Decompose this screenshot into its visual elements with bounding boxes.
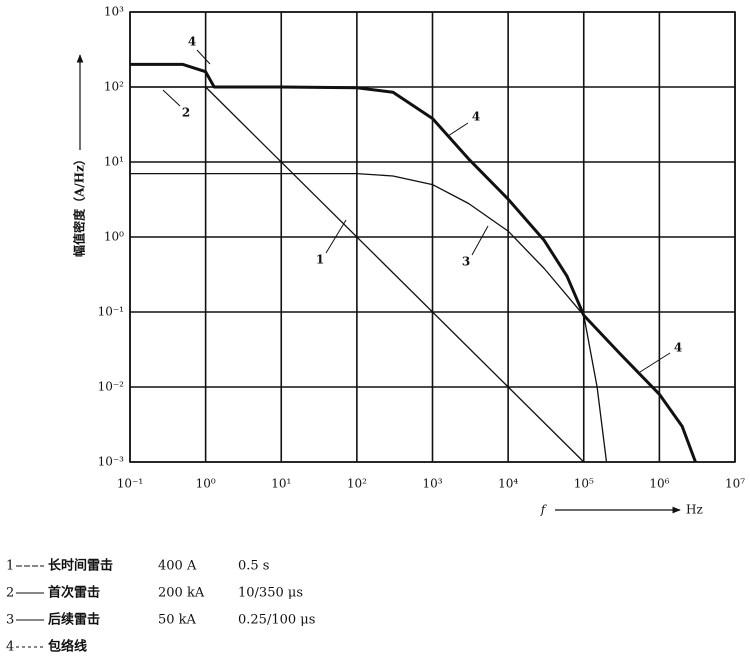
legend-current: 400 A xyxy=(158,559,197,574)
x-tick-label: 10⁶ xyxy=(649,477,669,491)
y-axis-label: 幅值密度（A/Hz） xyxy=(72,153,87,257)
series-line xyxy=(130,62,697,463)
curve-label: 4 xyxy=(188,35,196,49)
x-tick-label: 10⁴ xyxy=(498,477,518,491)
legend-name: 首次雷击 xyxy=(48,585,100,601)
label-leader xyxy=(471,225,489,256)
legend-number: 4 xyxy=(6,640,14,655)
legend-current: 200 kA xyxy=(158,586,205,601)
x-tick-label: 10⁷ xyxy=(725,477,745,491)
curve-label: 2 xyxy=(182,106,190,120)
legend-number: 1 xyxy=(6,559,14,574)
series-line xyxy=(130,172,697,463)
x-tick-label: 10⁰ xyxy=(196,477,216,491)
label-leader xyxy=(196,49,211,65)
x-axis-label: f xyxy=(540,503,548,517)
x-axis-unit: Hz xyxy=(686,503,703,517)
legend-duration: 10/350 μs xyxy=(238,586,303,601)
y-tick-label: 10⁻² xyxy=(98,380,125,394)
x-tick-label: 10⁻¹ xyxy=(117,477,143,491)
curve-label: 1 xyxy=(316,253,324,267)
y-tick-label: 10⁻¹ xyxy=(98,305,124,319)
y-tick-label: 10² xyxy=(104,80,124,94)
label-leader xyxy=(639,352,671,373)
y-tick-label: 10¹ xyxy=(104,155,124,169)
curve-label: 4 xyxy=(472,110,480,124)
legend-name: 包络线 xyxy=(48,639,87,655)
y-tick-label: 10³ xyxy=(104,5,124,19)
x-tick-label: 10² xyxy=(347,477,367,491)
label-leader xyxy=(162,89,181,107)
legend: 1 长时间雷击 400 A 0.5 s 2 首次雷击 200 kA 10/350 μs 3 后续雷… xyxy=(6,558,315,655)
legend-current: 50 kA xyxy=(158,613,197,628)
label-leader xyxy=(447,122,469,137)
legend-duration: 0.5 s xyxy=(238,559,269,574)
curve-label: 3 xyxy=(462,255,470,269)
y-tick-label: 10⁻³ xyxy=(98,455,125,469)
plot-frame xyxy=(129,11,736,463)
legend-number: 2 xyxy=(6,586,14,601)
x-tick-label: 10⁵ xyxy=(574,477,594,491)
x-tick-label: 10¹ xyxy=(271,477,291,491)
legend-name: 长时间雷击 xyxy=(48,558,113,574)
label-leader xyxy=(325,219,347,254)
legend-name: 后续雷击 xyxy=(48,612,100,628)
x-tick-label: 10³ xyxy=(422,477,442,491)
legend-duration: 0.25/100 μs xyxy=(238,613,315,628)
series-line xyxy=(205,86,585,463)
curve-label: 4 xyxy=(674,341,682,355)
series-line xyxy=(130,86,608,463)
legend-number: 3 xyxy=(6,613,14,628)
y-tick-label: 10⁰ xyxy=(104,230,124,244)
